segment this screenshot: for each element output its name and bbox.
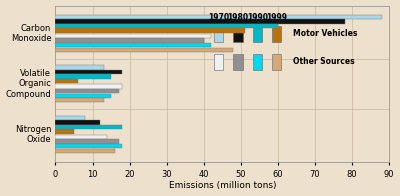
- Bar: [56, 135, 107, 139]
- Bar: [233, 54, 243, 70]
- Bar: [56, 65, 104, 70]
- Bar: [56, 129, 74, 134]
- Bar: [56, 28, 244, 33]
- Bar: [56, 125, 122, 129]
- Bar: [56, 116, 85, 120]
- Bar: [56, 43, 211, 47]
- Bar: [56, 38, 204, 43]
- Bar: [56, 48, 234, 52]
- Bar: [272, 54, 282, 70]
- Bar: [56, 144, 122, 148]
- Bar: [56, 74, 111, 79]
- Bar: [56, 70, 122, 74]
- Bar: [56, 19, 345, 24]
- Bar: [56, 89, 118, 93]
- Text: 1999: 1999: [266, 13, 287, 22]
- Bar: [253, 26, 262, 42]
- Text: Other Sources: Other Sources: [293, 57, 355, 66]
- Text: Motor Vehicles: Motor Vehicles: [293, 29, 358, 38]
- Bar: [56, 93, 111, 98]
- Bar: [233, 26, 243, 42]
- Bar: [56, 139, 118, 144]
- X-axis label: Emissions (million tons): Emissions (million tons): [168, 181, 276, 191]
- Text: 1980: 1980: [228, 13, 248, 22]
- Text: 1970: 1970: [208, 13, 229, 22]
- Bar: [56, 84, 122, 89]
- Bar: [253, 54, 262, 70]
- Bar: [56, 34, 211, 38]
- Bar: [56, 98, 104, 102]
- Bar: [56, 149, 115, 153]
- Bar: [56, 24, 278, 28]
- Bar: [56, 15, 382, 19]
- Bar: [272, 26, 282, 42]
- Bar: [56, 79, 78, 83]
- Text: 1990: 1990: [247, 13, 268, 22]
- Bar: [56, 120, 100, 124]
- Bar: [214, 54, 223, 70]
- Bar: [214, 26, 223, 42]
